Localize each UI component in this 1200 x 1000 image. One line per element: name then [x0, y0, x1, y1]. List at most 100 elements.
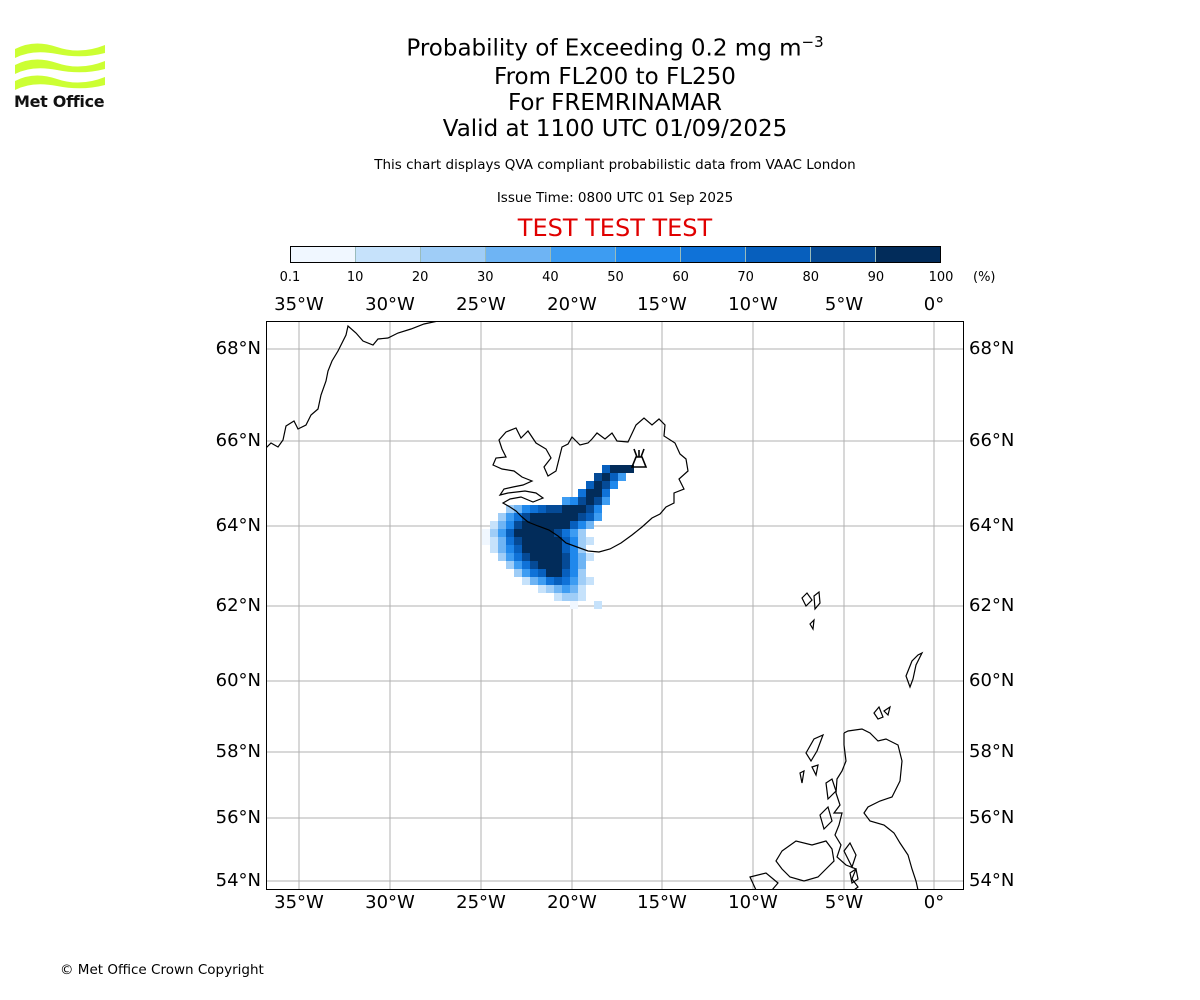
latitude-label: 66°N [215, 430, 261, 451]
plume-cell [570, 537, 578, 545]
plume-cell [490, 537, 498, 545]
issue-time: Issue Time: 0800 UTC 01 Sep 2025 [496, 190, 734, 206]
plume-cell [514, 521, 522, 529]
longitude-label: 35°W [274, 294, 324, 315]
latitude-label: 68°N [215, 338, 261, 359]
plume-cell [522, 553, 530, 561]
colorbar-tick: 30 [477, 270, 494, 285]
colorbar-tick: 50 [607, 270, 624, 285]
plume-cell [554, 505, 562, 513]
plume-cell [626, 465, 634, 473]
longitude-label: 25°W [456, 294, 506, 315]
plume-cell [538, 553, 546, 561]
longitude-label: 30°W [365, 294, 415, 315]
plume-cell [546, 505, 554, 513]
plume-cell [586, 481, 594, 489]
plume-cell [578, 521, 586, 529]
colorbar-swatch [680, 247, 745, 262]
latitude-label: 56°N [215, 807, 261, 828]
plume-cell [562, 577, 570, 585]
plume-cell [554, 553, 562, 561]
plume-cell [514, 537, 522, 545]
plume-cell [570, 593, 578, 601]
plume-cell [498, 521, 506, 529]
colorbar-swatch [810, 247, 875, 262]
colorbar-tick: 80 [802, 270, 820, 285]
plume-cell [498, 537, 506, 545]
plume-cell [514, 553, 522, 561]
colorbar-tick: 40 [542, 270, 559, 285]
plume-cell [554, 521, 562, 529]
plume-cell [610, 481, 618, 489]
plume-cell [578, 577, 586, 585]
title-flight-levels: From FL200 to FL250 [494, 64, 736, 90]
plume-cell [578, 585, 586, 593]
plume-cell [570, 529, 578, 537]
plume-cell [530, 577, 538, 585]
plume-cell [594, 489, 602, 497]
latitude-label: 58°N [215, 741, 261, 762]
latitude-label: 60°N [969, 670, 1015, 691]
plume-cell [570, 505, 578, 513]
plume-cell [562, 521, 570, 529]
plume-cell [594, 601, 602, 609]
plume-cell [554, 561, 562, 569]
plume-cell [594, 481, 602, 489]
plume-cell [562, 593, 570, 601]
latitude-label: 62°N [215, 595, 261, 616]
plume-cell [570, 497, 578, 505]
longitude-label: 15°W [637, 294, 687, 315]
title-volcano: For FREMRINAMAR [507, 90, 723, 116]
plume-cell [538, 505, 546, 513]
plume-cell [530, 561, 538, 569]
plume-cell [578, 569, 586, 577]
subtitle: This chart displays QVA compliant probab… [374, 157, 856, 173]
colorbar-swatch [291, 247, 355, 262]
plume-cell [602, 489, 610, 497]
plume-cell [578, 553, 586, 561]
plume-cell [562, 529, 570, 537]
latitude-label: 66°N [969, 430, 1015, 451]
plume-cell [522, 545, 530, 553]
title-valid-time: Valid at 1100 UTC 01/09/2025 [442, 116, 788, 142]
plume-cell [562, 561, 570, 569]
plume-cell [562, 545, 570, 553]
plume-cell [498, 553, 506, 561]
plume-cell [522, 577, 530, 585]
plume-cell [490, 529, 498, 537]
test-banner: TEST TEST TEST [517, 214, 713, 242]
plume-cell [506, 545, 514, 553]
latitude-label: 54°N [215, 870, 261, 891]
plume-cell [554, 577, 562, 585]
plume-cell [538, 577, 546, 585]
latitude-label: 68°N [969, 338, 1015, 359]
colorbar-swatch [615, 247, 680, 262]
plume-cell [498, 513, 506, 521]
plume-cell [578, 561, 586, 569]
plume-cell [554, 593, 562, 601]
plume-cell [490, 545, 498, 553]
colorbar-unit: (%) [973, 270, 996, 285]
colorbar-swatch [485, 247, 550, 262]
plume-cell [586, 521, 594, 529]
plume-cell [522, 569, 530, 577]
plume-cell [530, 569, 538, 577]
plume-cell [578, 529, 586, 537]
plume-cell [546, 513, 554, 521]
plume-cell [506, 521, 514, 529]
plume-cell [546, 577, 554, 585]
plume-cell [618, 473, 626, 481]
plume-cell [570, 513, 578, 521]
plume-cell [522, 513, 530, 521]
plume-cell [546, 521, 554, 529]
met-office-logo [15, 43, 105, 90]
longitude-label: 0° [923, 294, 945, 315]
longitude-label: 20°W [547, 892, 597, 913]
latitude-label: 64°N [215, 515, 261, 536]
plume-cell [586, 537, 594, 545]
ash-probability-plume [482, 465, 634, 609]
plume-cell [562, 505, 570, 513]
plume-cell [578, 489, 586, 497]
plume-cell [530, 553, 538, 561]
plume-cell [546, 529, 554, 537]
